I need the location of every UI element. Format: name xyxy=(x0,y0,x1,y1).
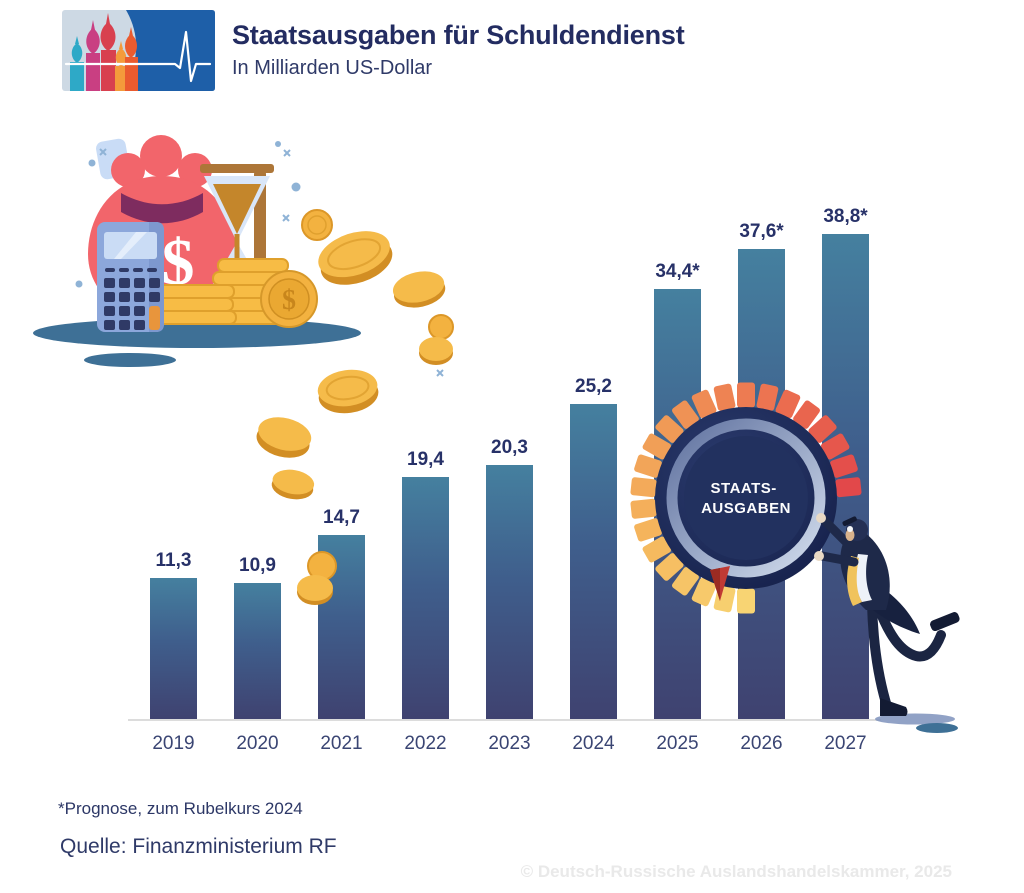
cathedral-domes-icon xyxy=(70,13,138,91)
bar xyxy=(654,289,701,719)
pulse-line-icon xyxy=(64,30,212,83)
bar xyxy=(570,404,617,719)
x-axis-tick-label: 2019 xyxy=(152,733,195,754)
x-axis-tick-label: 2026 xyxy=(740,733,783,754)
x-axis-tick-label: 2027 xyxy=(824,733,867,754)
bar-value-label: 20,3 xyxy=(491,437,528,459)
bar xyxy=(822,234,869,719)
copyright-watermark: © Deutsch-Russische Auslandshandelskamme… xyxy=(520,862,952,881)
bar-value-label: 38,8* xyxy=(823,206,868,227)
page-title: Staatsausgaben für Schuldendienst xyxy=(232,20,685,50)
bar-value-label: 37,6* xyxy=(739,221,784,242)
x-axis-tick-label: 2023 xyxy=(488,733,531,754)
x-axis-tick-label: 2025 xyxy=(656,733,699,754)
x-axis-tick-label: 2024 xyxy=(572,733,615,754)
x-axis-tick-label: 2022 xyxy=(404,733,447,754)
bar-value-label: 34,4* xyxy=(655,261,700,282)
bar xyxy=(486,465,533,719)
x-axis-tick-label: 2020 xyxy=(236,733,279,754)
bar xyxy=(150,577,197,719)
bar-value-label: 11,3 xyxy=(155,549,192,571)
bar-value-label: 14,7 xyxy=(323,507,360,529)
ahk-logo xyxy=(62,10,215,91)
bar xyxy=(318,535,365,719)
x-axis-tick-label: 2021 xyxy=(320,733,363,754)
bar xyxy=(402,476,449,719)
bar xyxy=(738,249,785,719)
source-label: Quelle: Finanzministerium RF xyxy=(60,835,337,858)
bar xyxy=(234,582,281,719)
page-subtitle: In Milliarden US-Dollar xyxy=(232,57,433,79)
bar-value-label: 19,4 xyxy=(407,448,444,470)
x-axis-line xyxy=(128,719,881,721)
footnote: *Prognose, zum Rubelkurs 2024 xyxy=(58,799,303,818)
bar-value-label: 10,9 xyxy=(239,554,276,576)
bar-value-label: 25,2 xyxy=(575,376,612,397)
